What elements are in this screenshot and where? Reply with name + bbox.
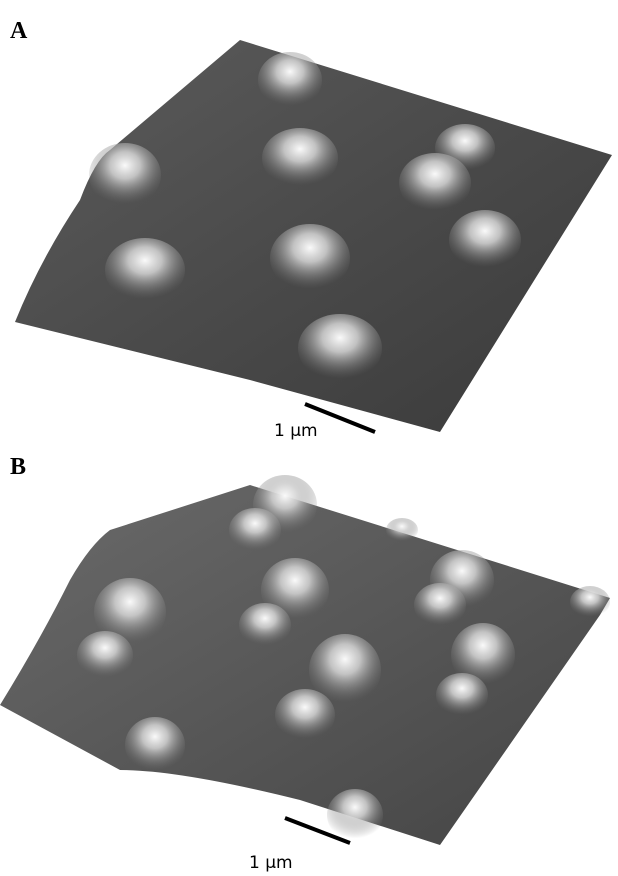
afm-surface-a (15, 40, 612, 432)
panel-label: B (10, 454, 26, 480)
scale-bar-label: 1 μm (274, 421, 318, 441)
figure: A 1 μm B (0, 0, 618, 876)
afm-surface-b (0, 475, 610, 845)
panel-label: A (10, 18, 28, 44)
scale-bar-label: 1 μm (249, 853, 293, 873)
